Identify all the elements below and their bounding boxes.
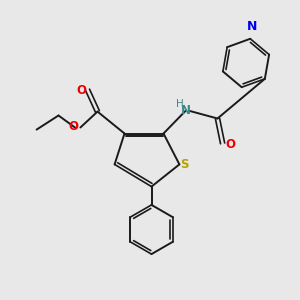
Text: S: S xyxy=(180,158,188,172)
Text: O: O xyxy=(69,120,79,134)
Text: O: O xyxy=(225,138,235,151)
Text: O: O xyxy=(76,83,86,97)
Text: N: N xyxy=(247,20,257,33)
Text: H: H xyxy=(176,99,184,110)
Text: N: N xyxy=(181,104,191,117)
